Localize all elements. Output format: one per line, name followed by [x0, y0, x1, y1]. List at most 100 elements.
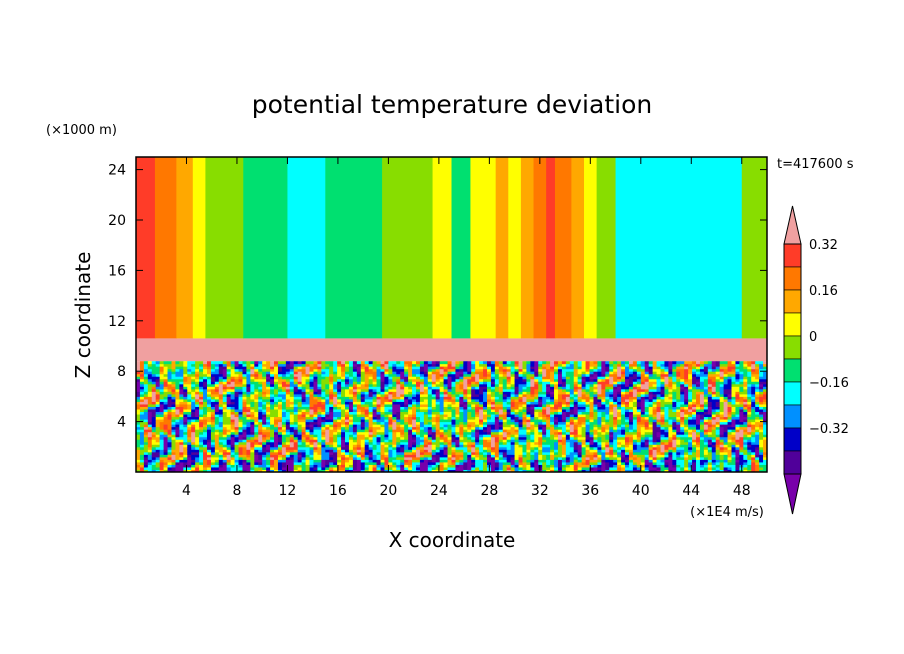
field-cell	[199, 421, 204, 425]
field-cell	[317, 373, 322, 377]
field-cell	[380, 444, 385, 448]
field-cell	[159, 456, 165, 460]
field-cell	[573, 461, 579, 465]
field-cell	[451, 388, 456, 392]
field-cell	[226, 429, 232, 433]
field-cell	[534, 446, 539, 450]
field-cell	[486, 454, 492, 458]
field-cell	[195, 441, 200, 445]
field-cell	[364, 416, 370, 420]
field-cell	[345, 429, 350, 433]
field-cell	[471, 461, 476, 465]
field-cell	[163, 461, 169, 465]
field-cell	[238, 466, 243, 470]
field-cell	[222, 363, 228, 367]
field-cell	[530, 381, 535, 385]
field-cell	[471, 386, 476, 390]
field-cell	[250, 469, 255, 472]
field-cell	[471, 459, 476, 463]
field-cell	[297, 416, 303, 420]
field-cell	[412, 424, 417, 428]
field-cell	[238, 426, 243, 430]
field-cell	[301, 469, 307, 472]
field-cell	[210, 426, 216, 430]
field-cell	[277, 419, 283, 423]
field-cell	[368, 414, 374, 418]
field-cell	[498, 446, 504, 450]
field-cell	[167, 381, 172, 385]
field-cell	[490, 431, 496, 435]
field-cell	[388, 403, 393, 407]
field-cell	[412, 464, 417, 468]
field-cell	[136, 441, 141, 445]
field-cell	[514, 449, 520, 453]
field-cell	[459, 371, 464, 375]
field-cell	[455, 411, 460, 415]
field-cell	[289, 398, 295, 402]
field-cell	[329, 454, 334, 458]
field-cell	[510, 378, 516, 382]
field-cell	[419, 378, 425, 382]
field-cell	[364, 459, 370, 463]
field-cell	[526, 466, 531, 470]
field-cell	[356, 406, 362, 410]
field-cell	[416, 416, 421, 420]
field-cell	[348, 368, 354, 372]
field-cell	[214, 396, 220, 400]
field-cell	[506, 381, 512, 385]
field-cell	[277, 414, 283, 418]
field-cell	[352, 446, 358, 450]
field-cell	[321, 431, 326, 435]
field-cell	[147, 414, 153, 418]
field-cell	[317, 464, 322, 468]
field-cell	[242, 444, 247, 448]
field-cell	[435, 421, 441, 425]
field-cell	[483, 383, 488, 387]
field-cell	[569, 451, 575, 455]
field-cell	[143, 464, 149, 468]
field-cell	[218, 434, 224, 438]
field-cell	[384, 368, 389, 372]
field-cell	[467, 451, 472, 455]
field-cell	[254, 441, 259, 445]
field-cell	[266, 424, 271, 428]
field-cell	[246, 368, 251, 372]
field-cell	[538, 361, 543, 365]
field-cell	[459, 386, 464, 390]
field-cell	[384, 388, 389, 392]
field-cell	[285, 454, 291, 458]
field-cell	[274, 414, 279, 418]
field-cell	[569, 368, 575, 372]
field-cell	[203, 396, 208, 400]
field-cell	[498, 368, 504, 372]
field-cell	[554, 444, 559, 448]
field-cell	[439, 459, 445, 463]
field-cell	[538, 391, 543, 395]
field-cell	[214, 436, 220, 440]
field-cell	[341, 429, 346, 433]
field-cell	[388, 424, 393, 428]
field-cell	[313, 429, 318, 433]
field-cell	[463, 361, 468, 365]
field-cell	[246, 446, 251, 450]
field-cell	[522, 464, 527, 468]
field-cell	[372, 421, 378, 425]
field-cell	[368, 401, 374, 405]
field-cell	[510, 449, 516, 453]
field-cell	[301, 439, 307, 443]
field-cell	[518, 421, 523, 425]
field-cell	[250, 441, 255, 445]
field-cell	[309, 373, 314, 377]
field-cell	[431, 456, 437, 460]
field-cell	[151, 386, 157, 390]
field-cell	[262, 386, 267, 390]
field-cell	[368, 469, 374, 472]
field-cell	[333, 431, 338, 435]
field-cell	[431, 386, 437, 390]
field-cell	[577, 456, 583, 460]
field-cell	[447, 388, 452, 392]
field-cell	[554, 403, 559, 407]
field-cell	[498, 461, 504, 465]
field-cell	[187, 398, 192, 402]
field-cell	[419, 449, 425, 453]
